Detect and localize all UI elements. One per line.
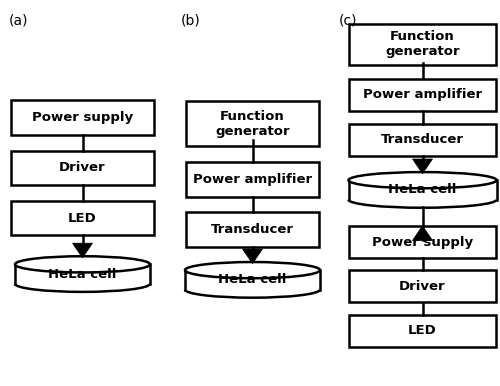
Bar: [12, 201, 154, 235]
Text: Power supply: Power supply: [32, 111, 133, 124]
Text: LED: LED: [68, 212, 97, 225]
Bar: [348, 180, 496, 200]
Text: HeLa cell: HeLa cell: [48, 267, 116, 281]
Bar: [349, 24, 496, 64]
Text: Driver: Driver: [399, 280, 446, 293]
Text: HeLa cell: HeLa cell: [218, 273, 286, 286]
Ellipse shape: [15, 256, 150, 273]
Text: HeLa cell: HeLa cell: [388, 183, 456, 196]
Text: (a): (a): [9, 14, 29, 27]
Bar: [185, 270, 320, 290]
Text: Power amplifier: Power amplifier: [363, 88, 482, 101]
Bar: [15, 264, 150, 284]
Bar: [349, 270, 496, 303]
Polygon shape: [72, 243, 92, 258]
Polygon shape: [412, 226, 432, 240]
Text: (c): (c): [339, 14, 357, 27]
Text: Power amplifier: Power amplifier: [193, 173, 312, 186]
Text: Power supply: Power supply: [372, 235, 473, 249]
Bar: [12, 151, 154, 185]
Bar: [186, 101, 319, 146]
Bar: [12, 100, 154, 135]
Bar: [186, 212, 319, 247]
Polygon shape: [242, 249, 262, 264]
Bar: [349, 79, 496, 110]
Bar: [186, 162, 319, 197]
Bar: [349, 124, 496, 156]
Text: Transducer: Transducer: [211, 223, 294, 236]
Text: LED: LED: [408, 324, 437, 337]
Text: Function
generator: Function generator: [215, 110, 290, 137]
Text: (b): (b): [181, 14, 201, 27]
Polygon shape: [412, 159, 432, 174]
Ellipse shape: [348, 172, 496, 188]
Text: Function
generator: Function generator: [385, 30, 460, 58]
Text: Transducer: Transducer: [381, 133, 464, 146]
Ellipse shape: [185, 262, 320, 278]
Text: Driver: Driver: [59, 161, 106, 174]
Bar: [349, 315, 496, 347]
Bar: [349, 226, 496, 258]
